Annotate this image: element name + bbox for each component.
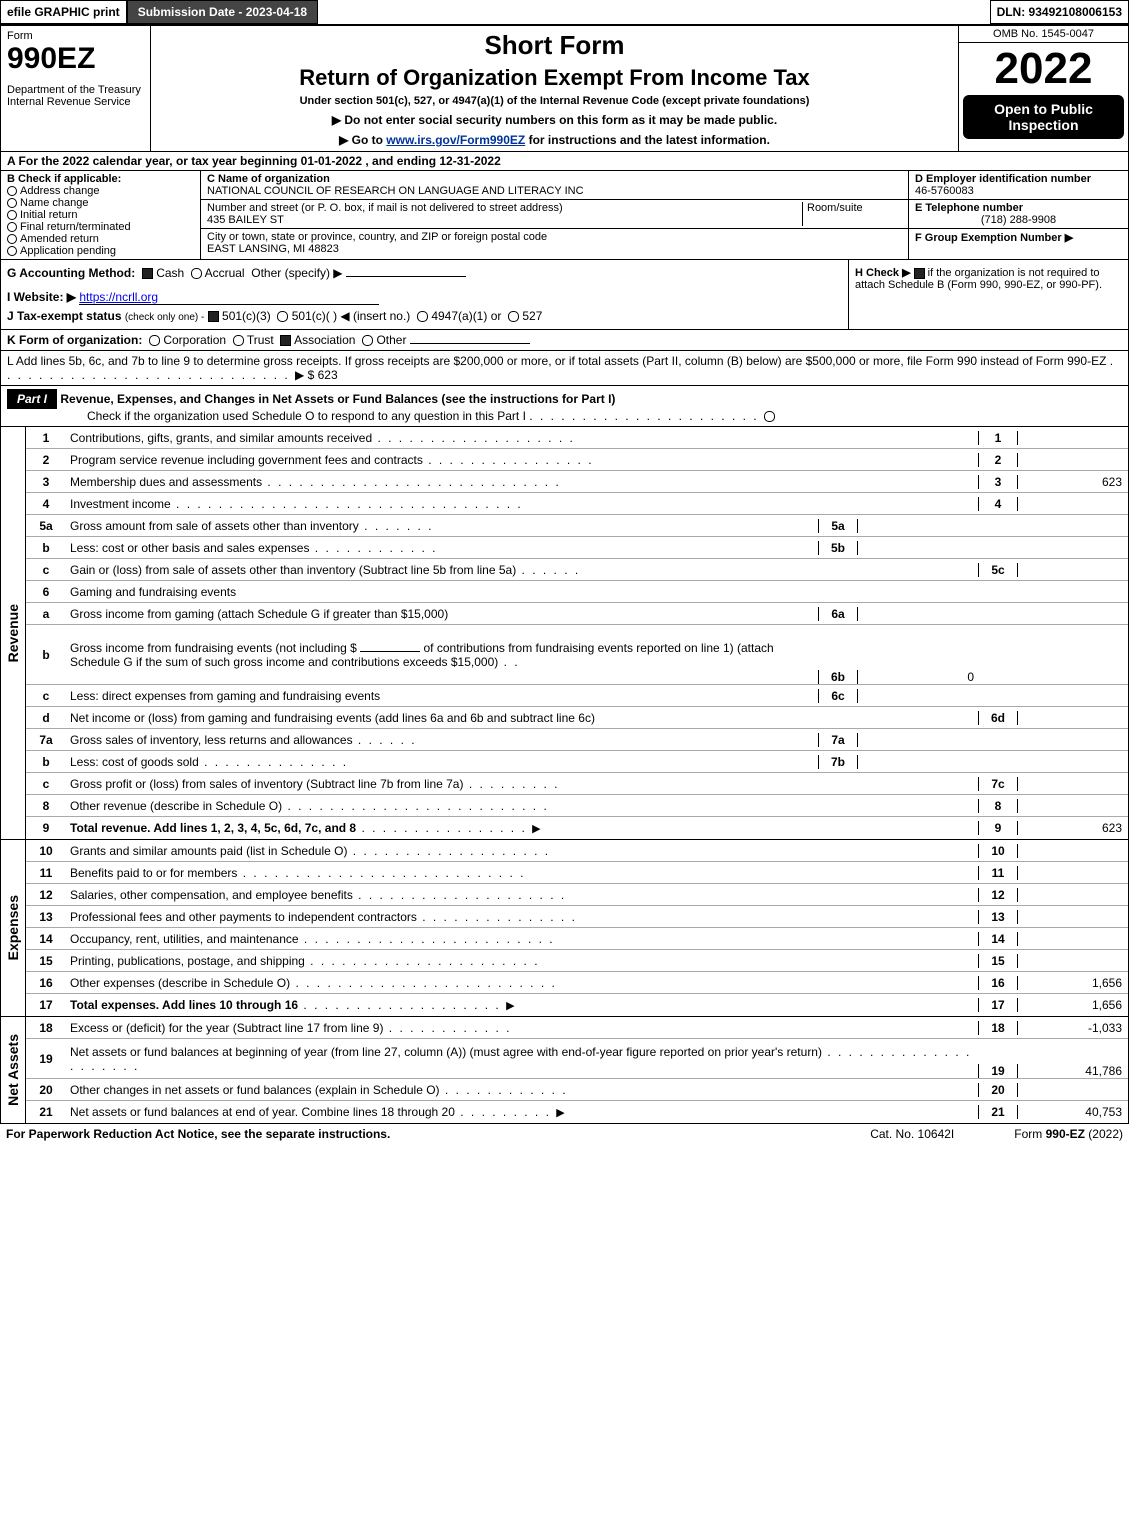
header-right: OMB No. 1545-0047 2022 Open to Public In… xyxy=(958,26,1128,151)
line-l-amount: ▶ $ 623 xyxy=(295,368,338,382)
submission-date: Submission Date - 2023-04-18 xyxy=(127,0,318,24)
phone-value: (718) 288-9908 xyxy=(915,214,1122,226)
chk-schedule-o[interactable] xyxy=(764,411,775,422)
form-word: Form xyxy=(7,30,144,42)
addr-label: Number and street (or P. O. box, if mail… xyxy=(207,202,563,214)
website-link[interactable]: https://ncrll.org xyxy=(79,290,379,305)
addr-value: 435 BAILEY ST xyxy=(207,214,284,226)
chk-4947[interactable] xyxy=(417,311,428,322)
line-19-value: 41,786 xyxy=(1018,1064,1128,1078)
omb-number: OMB No. 1545-0047 xyxy=(959,26,1128,43)
line-l: L Add lines 5b, 6c, and 7b to line 9 to … xyxy=(0,351,1129,386)
line-k: K Form of organization: Corporation Trus… xyxy=(0,330,1129,351)
chk-amended-return[interactable]: Amended return xyxy=(7,233,194,245)
box-b: B Check if applicable: Address change Na… xyxy=(1,171,201,259)
line-21-value: 40,753 xyxy=(1018,1105,1128,1119)
cat-no: Cat. No. 10642I xyxy=(870,1127,954,1141)
open-to-public: Open to Public Inspection xyxy=(963,95,1124,139)
chk-cash[interactable] xyxy=(142,268,153,279)
chk-corp[interactable] xyxy=(149,335,160,346)
irs-link-line: ▶ Go to www.irs.gov/Form990EZ for instru… xyxy=(157,133,952,147)
box-c: C Name of organization NATIONAL COUNCIL … xyxy=(201,171,908,259)
form-subtitle: Under section 501(c), 527, or 4947(a)(1)… xyxy=(157,95,952,107)
form-title: Return of Organization Exempt From Incom… xyxy=(157,65,952,91)
chk-sched-b[interactable] xyxy=(914,268,925,279)
box-h: H Check ▶ if the organization is not req… xyxy=(848,260,1128,329)
group-exemption-label: F Group Exemption Number ▶ xyxy=(915,232,1073,244)
chk-name-change[interactable]: Name change xyxy=(7,197,194,209)
org-name-label: C Name of organization xyxy=(207,173,902,185)
ein-value: 46-5760083 xyxy=(915,185,974,197)
line-16-value: 1,656 xyxy=(1018,976,1128,990)
header-mid: Short Form Return of Organization Exempt… xyxy=(151,26,958,151)
chk-initial-return[interactable]: Initial return xyxy=(7,209,194,221)
line-6b-value: 0 xyxy=(858,670,978,684)
chk-527[interactable] xyxy=(508,311,519,322)
line-18-value: -1,033 xyxy=(1018,1021,1128,1035)
org-name: NATIONAL COUNCIL OF RESEARCH ON LANGUAGE… xyxy=(207,185,902,197)
room-label: Room/suite xyxy=(807,202,863,214)
efile-label: efile GRAPHIC print xyxy=(0,0,127,24)
chk-trust[interactable] xyxy=(233,335,244,346)
paperwork-notice: For Paperwork Reduction Act Notice, see … xyxy=(6,1127,870,1141)
department: Department of the Treasury Internal Reve… xyxy=(7,84,144,108)
line-17-value: 1,656 xyxy=(1018,998,1128,1012)
revenue-section: Revenue 1Contributions, gifts, grants, a… xyxy=(0,427,1129,840)
net-assets-section: Net Assets 18Excess or (deficit) for the… xyxy=(0,1017,1129,1124)
line-j: J Tax-exempt status (check only one) - 5… xyxy=(7,309,842,323)
part-i-check-text: Check if the organization used Schedule … xyxy=(87,409,526,423)
irs-link[interactable]: www.irs.gov/Form990EZ xyxy=(386,133,525,147)
tax-year: 2022 xyxy=(959,43,1128,95)
expenses-section: Expenses 10Grants and similar amounts pa… xyxy=(0,840,1129,1017)
line-9-value: 623 xyxy=(1018,821,1128,835)
form-page-id: Form 990-EZ (2022) xyxy=(1014,1127,1123,1141)
revenue-vlabel: Revenue xyxy=(1,427,26,839)
chk-application-pending[interactable]: Application pending xyxy=(7,245,194,257)
netassets-vlabel: Net Assets xyxy=(1,1017,26,1123)
ssn-warning: ▶ Do not enter social security numbers o… xyxy=(157,113,952,127)
chk-501c[interactable] xyxy=(277,311,288,322)
dln-label: DLN: 93492108006153 xyxy=(990,0,1129,24)
ein-label: D Employer identification number xyxy=(915,173,1091,185)
expenses-vlabel: Expenses xyxy=(1,840,26,1016)
phone-label: E Telephone number xyxy=(915,202,1023,214)
go-to-prefix: ▶ Go to xyxy=(339,133,386,147)
city-label: City or town, state or province, country… xyxy=(207,231,547,243)
form-number: 990EZ xyxy=(7,42,144,76)
go-to-suffix: for instructions and the latest informat… xyxy=(529,133,770,147)
chk-501c3[interactable] xyxy=(208,311,219,322)
form-header: Form 990EZ Department of the Treasury In… xyxy=(0,25,1129,152)
page-footer: For Paperwork Reduction Act Notice, see … xyxy=(0,1124,1129,1144)
short-form-title: Short Form xyxy=(157,30,952,61)
box-b-header: B Check if applicable: xyxy=(7,173,194,185)
part-i-title: Revenue, Expenses, and Changes in Net As… xyxy=(60,392,615,406)
part-i-label: Part I xyxy=(7,389,57,409)
line-a-tax-year: A For the 2022 calendar year, or tax yea… xyxy=(0,152,1129,171)
header-left: Form 990EZ Department of the Treasury In… xyxy=(1,26,151,151)
line-3-value: 623 xyxy=(1018,475,1128,489)
chk-assoc[interactable] xyxy=(280,335,291,346)
identity-block: B Check if applicable: Address change Na… xyxy=(0,171,1129,260)
city-value: EAST LANSING, MI 48823 xyxy=(207,243,339,255)
chk-other-org[interactable] xyxy=(362,335,373,346)
box-def: D Employer identification number 46-5760… xyxy=(908,171,1128,259)
part-i-header: Part I Revenue, Expenses, and Changes in… xyxy=(0,386,1129,427)
chk-accrual[interactable] xyxy=(191,268,202,279)
line-i: I Website: ▶ https://ncrll.org xyxy=(7,290,842,305)
box-g-h: G Accounting Method: Cash Accrual Other … xyxy=(0,260,1129,330)
top-bar: efile GRAPHIC print Submission Date - 20… xyxy=(0,0,1129,25)
chk-address-change[interactable]: Address change xyxy=(7,185,194,197)
line-g: G Accounting Method: Cash Accrual Other … xyxy=(7,266,842,280)
chk-final-return[interactable]: Final return/terminated xyxy=(7,221,194,233)
